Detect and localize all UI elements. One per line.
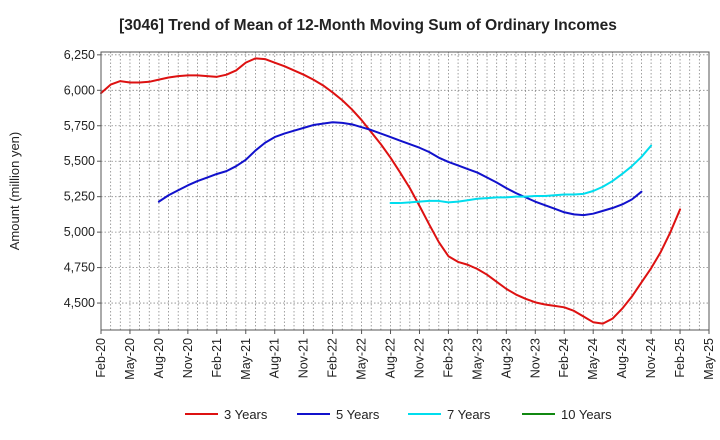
legend: 3 Years 5 Years 7 Years 10 Years (185, 407, 612, 422)
chart-title: [3046] Trend of Mean of 12-Month Moving … (119, 17, 617, 34)
y-axis-ticks: 4,500 4,750 5,000 5,250 5,500 5,750 6,000 6,250 (64, 48, 101, 310)
legend-label-5-years: 5 Years (336, 407, 380, 422)
series-line-3-years (100, 57, 682, 325)
legend-label-7-years: 7 Years (447, 407, 491, 422)
x-tick-label: May-25 (702, 338, 716, 380)
x-axis-ticks: Feb-20 May-20 Aug-20 Nov-20 Feb-21 May-21 Aug-… (94, 330, 716, 380)
x-tick-label: Feb-24 (557, 338, 571, 378)
x-tick-label: Feb-20 (94, 338, 108, 378)
x-tick-label: May-23 (470, 338, 484, 380)
series-line-7-years (389, 144, 653, 205)
legend-label-3-years: 3 Years (224, 407, 268, 422)
x-tick-label: Nov-21 (297, 338, 311, 378)
legend-label-10-years: 10 Years (561, 407, 612, 422)
y-tick-label: 4,500 (64, 296, 95, 310)
x-tick-label: Nov-22 (412, 338, 426, 378)
y-tick-label: 6,250 (64, 48, 95, 62)
x-tick-label: Aug-24 (615, 338, 629, 378)
y-tick-label: 5,250 (64, 190, 95, 204)
x-tick-label: May-21 (239, 338, 253, 380)
x-tick-label: Aug-22 (384, 338, 398, 378)
y-tick-label: 5,750 (64, 119, 95, 133)
x-tick-label: Aug-23 (499, 338, 513, 378)
series-lines (100, 57, 682, 325)
x-tick-label: Nov-23 (528, 338, 542, 378)
plot-frame (100, 51, 710, 331)
x-tick-label: Aug-20 (152, 338, 166, 378)
x-tick-label: Feb-23 (441, 338, 455, 378)
x-tick-label: May-22 (355, 338, 369, 380)
x-tick-label: Nov-24 (644, 338, 658, 378)
y-tick-label: 5,000 (64, 225, 95, 239)
x-tick-label: Feb-25 (673, 338, 687, 378)
x-tick-label: Nov-20 (181, 338, 195, 378)
y-tick-label: 6,000 (64, 83, 95, 97)
x-tick-label: Aug-21 (268, 338, 282, 378)
y-tick-label: 4,750 (64, 261, 95, 275)
x-tick-label: May-24 (586, 338, 600, 380)
y-axis-label: Amount (million yen) (7, 132, 22, 251)
series-line-5-years (157, 121, 643, 217)
x-tick-label: Feb-22 (326, 338, 340, 378)
grid-lines (100, 52, 710, 330)
x-tick-label: May-20 (123, 338, 137, 380)
y-tick-label: 5,500 (64, 154, 95, 168)
x-tick-label: Feb-21 (210, 338, 224, 378)
